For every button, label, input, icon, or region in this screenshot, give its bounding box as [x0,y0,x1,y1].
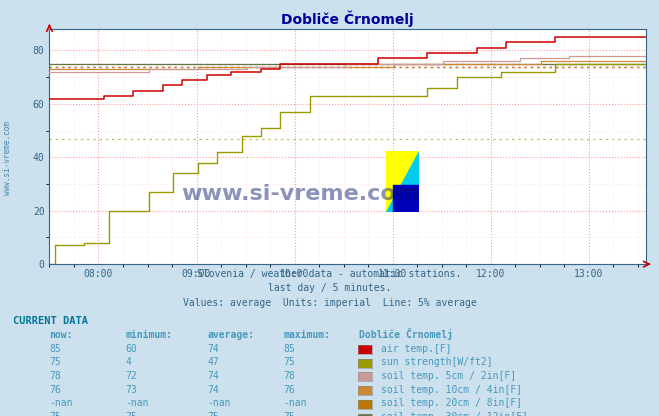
Text: now:: now: [49,330,73,340]
Text: soil temp. 30cm / 12in[F]: soil temp. 30cm / 12in[F] [381,412,528,416]
Text: soil temp. 10cm / 4in[F]: soil temp. 10cm / 4in[F] [381,385,522,395]
Text: 76: 76 [49,385,61,395]
Text: www.si-vreme.com: www.si-vreme.com [181,183,419,204]
Text: -nan: -nan [283,399,307,409]
Text: 85: 85 [283,344,295,354]
Text: 74: 74 [208,385,219,395]
Text: 75: 75 [49,412,61,416]
Text: 75: 75 [283,357,295,367]
Title: Dobliče Črnomelj: Dobliče Črnomelj [281,10,414,27]
Text: 85: 85 [49,344,61,354]
Text: maximum:: maximum: [283,330,330,340]
Text: 74: 74 [208,344,219,354]
Text: -nan: -nan [125,399,149,409]
Text: 47: 47 [208,357,219,367]
Text: Slovenia / weather data - automatic stations.: Slovenia / weather data - automatic stat… [197,269,462,279]
Text: 72: 72 [125,371,137,381]
Text: 4: 4 [125,357,131,367]
Text: -nan: -nan [49,399,73,409]
Text: -nan: -nan [208,399,231,409]
Text: air temp.[F]: air temp.[F] [381,344,451,354]
Text: 75: 75 [125,412,137,416]
Text: 78: 78 [283,371,295,381]
Text: soil temp. 20cm / 8in[F]: soil temp. 20cm / 8in[F] [381,399,522,409]
Text: sun strength[W/ft2]: sun strength[W/ft2] [381,357,492,367]
Text: 74: 74 [208,371,219,381]
Text: www.si-vreme.com: www.si-vreme.com [3,121,13,195]
Text: 73: 73 [125,385,137,395]
Text: 60: 60 [125,344,137,354]
Text: 75: 75 [208,412,219,416]
Text: minimum:: minimum: [125,330,172,340]
Text: 78: 78 [49,371,61,381]
Text: 75: 75 [49,357,61,367]
Text: Values: average  Units: imperial  Line: 5% average: Values: average Units: imperial Line: 5%… [183,298,476,308]
Text: 75: 75 [283,412,295,416]
Text: last day / 5 minutes.: last day / 5 minutes. [268,283,391,293]
Text: 76: 76 [283,385,295,395]
Text: CURRENT DATA: CURRENT DATA [13,317,88,327]
Text: Dobliče Črnomelj: Dobliče Črnomelj [359,328,453,340]
Text: soil temp. 5cm / 2in[F]: soil temp. 5cm / 2in[F] [381,371,516,381]
Text: average:: average: [208,330,254,340]
